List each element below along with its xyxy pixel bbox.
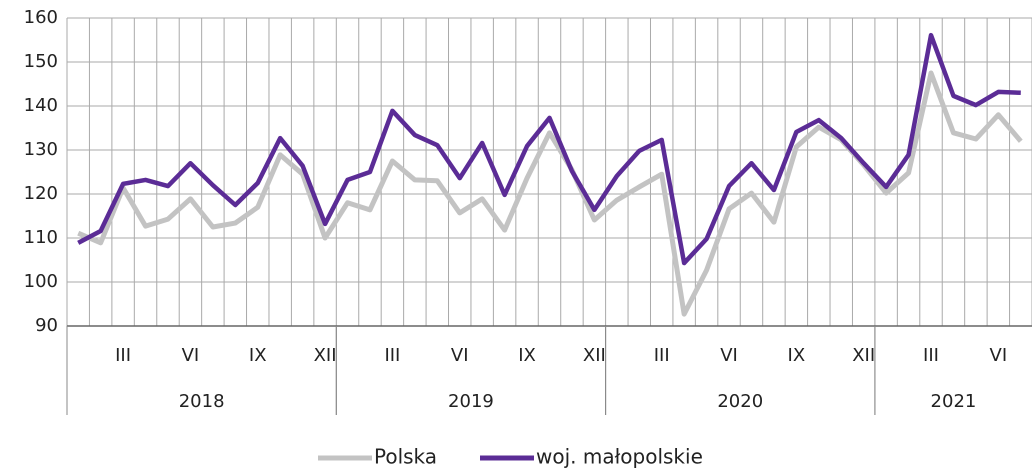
x-tick-label: VI [451, 345, 469, 366]
x-tick-label: IX [518, 345, 536, 366]
x-tick-label: III [384, 345, 400, 366]
x-tick-label: IX [788, 345, 806, 366]
y-tick-label: 140 [24, 95, 58, 116]
x-tick-label: VI [182, 345, 200, 366]
year-label: 2021 [931, 391, 977, 412]
x-tick-label: VI [990, 345, 1008, 366]
year-label: 2018 [179, 391, 225, 412]
x-tick-label: XII [314, 345, 337, 366]
y-tick-label: 100 [24, 271, 58, 292]
x-tick-label: III [115, 345, 131, 366]
x-tick-label: VI [720, 345, 738, 366]
y-tick-label: 160 [24, 7, 58, 28]
x-tick-label: XII [852, 345, 875, 366]
year-label: 2019 [448, 391, 494, 412]
year-label: 2020 [717, 391, 763, 412]
x-tick-label: XII [583, 345, 606, 366]
legend-label: woj. małopolskie [536, 445, 703, 469]
y-tick-label: 120 [24, 183, 58, 204]
y-tick-label: 150 [24, 51, 58, 72]
series-line [77, 32, 1021, 266]
y-tick-label: 90 [35, 315, 58, 336]
x-tick-label: III [654, 345, 670, 366]
y-tick-label: 130 [24, 139, 58, 160]
legend-label: Polska [374, 445, 437, 469]
y-tick-label: 110 [24, 227, 58, 248]
x-tick-label: III [923, 345, 939, 366]
x-tick-label: IX [249, 345, 267, 366]
